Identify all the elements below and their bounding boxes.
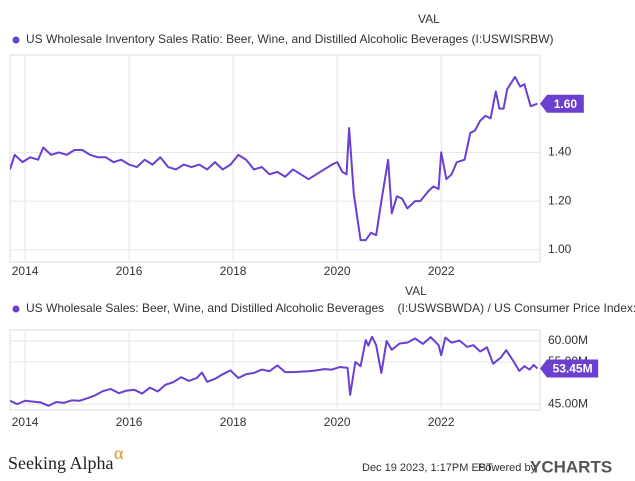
- value-tag: [540, 359, 599, 378]
- plot-frame: [9, 329, 541, 411]
- data-line: [10, 75, 538, 242]
- x-tick-label: 2020: [324, 264, 351, 278]
- y-tick-label: 1.40: [548, 145, 572, 159]
- x-tick-label: 2018: [220, 264, 247, 278]
- timestamp: Dec 19 2023, 1:17PM EST.: [362, 462, 495, 474]
- brand-mark: α: [114, 443, 124, 463]
- x-tick-label: 2022: [428, 415, 455, 429]
- x-tick-label: 2016: [116, 264, 143, 278]
- x-tick-label: 2022: [428, 264, 455, 278]
- y-tick-label: 60.00M: [548, 333, 588, 347]
- y-tick-label: 1.00: [548, 242, 572, 256]
- x-tick-label: 2016: [116, 415, 143, 429]
- x-tick-label: 2018: [220, 415, 247, 429]
- value-label: 1.60: [554, 97, 578, 111]
- legend-marker: [12, 305, 20, 313]
- x-tick-label: 2014: [12, 264, 39, 278]
- plot-frame: [9, 54, 541, 263]
- provider: YCHARTS: [530, 457, 612, 476]
- legend-label: US Wholesale Inventory Sales Ratio: Beer…: [26, 32, 554, 46]
- legend-label: US Wholesale Sales: Beer, Wine, and Dist…: [26, 301, 635, 315]
- y-tick-label: 45.00M: [548, 396, 588, 410]
- value-tag: [540, 94, 584, 113]
- y-tick-label: 1.20: [548, 193, 572, 207]
- powered-by: Powered by: [478, 462, 537, 474]
- value-label: 53.45M: [553, 362, 593, 376]
- x-tick-label: 2020: [324, 415, 351, 429]
- legend-marker: [12, 36, 20, 44]
- x-tick-label: 2014: [12, 415, 39, 429]
- data-line: [10, 335, 539, 407]
- legend-header: VAL: [418, 12, 440, 26]
- legend-header: VAL: [405, 284, 427, 298]
- brand: Seeking Alpha: [8, 453, 114, 473]
